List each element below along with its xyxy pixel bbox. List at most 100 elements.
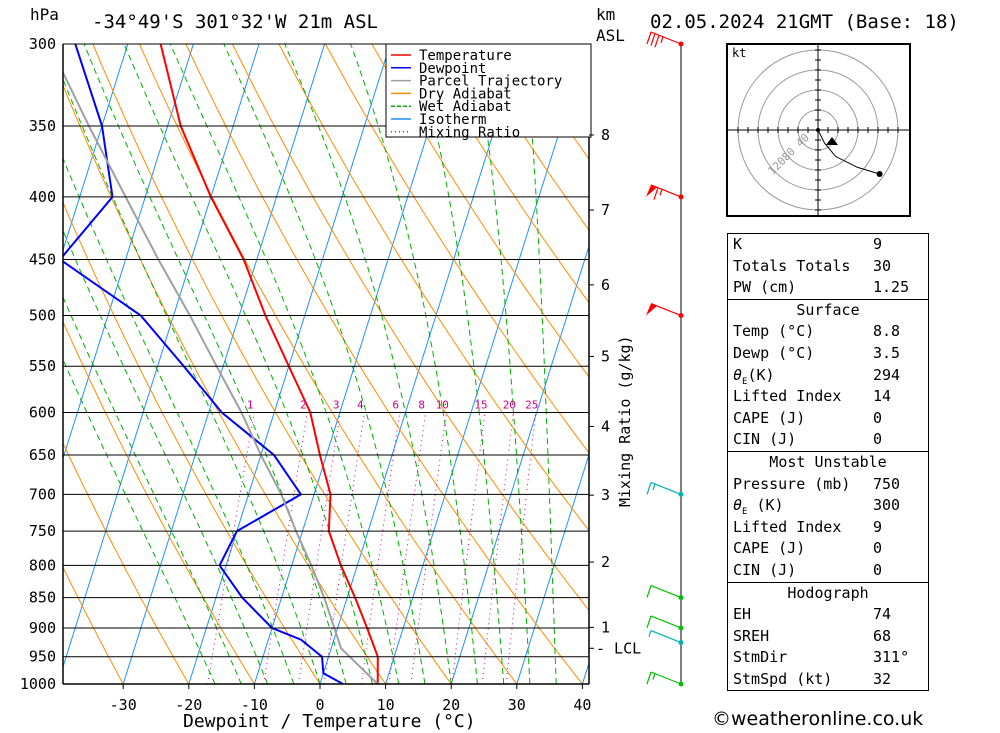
mixing-ratio-labels: 1 2 3 4 6 8 10 15 20 25: [247, 398, 539, 411]
pressure-tick-label: 850: [29, 589, 56, 607]
mu-li-row: Lifted Index 9: [733, 517, 883, 536]
km-tick-label: 5: [601, 347, 610, 365]
pressure-tick-label: 300: [29, 35, 56, 53]
pressure-tick-label: 900: [29, 619, 56, 637]
wind-barb: [646, 615, 682, 629]
wind-barb-pennant: [646, 184, 657, 197]
mixing-ratio-line: [360, 412, 401, 684]
lcl-label: - LCL: [596, 639, 641, 657]
hodograph-trace: [817, 129, 880, 175]
isotherm-line: [516, 452, 589, 684]
hpa-label: hPa: [30, 5, 59, 24]
asl-label: ASL: [596, 26, 625, 45]
x-tick-label: 20: [442, 696, 460, 714]
credit-text[interactable]: ©weatheronline.co.uk: [712, 708, 924, 730]
hodograph-unit: kt: [732, 46, 746, 60]
km-label: km: [596, 5, 615, 24]
legend-label: Temperature: [419, 48, 512, 64]
km-tick-label: 3: [601, 486, 610, 504]
mixing-ratio-line: [481, 412, 514, 684]
mixing-ratio-label: 3: [333, 398, 340, 411]
wind-barb-half-flag: [659, 189, 663, 196]
isotherm-line: [188, 44, 391, 684]
hodograph-start-dot: [816, 128, 820, 132]
wind-barb: [648, 630, 682, 644]
km-tick-label: 1: [601, 618, 610, 636]
legend-label: Parcel Trajectory: [419, 74, 562, 90]
x-tick-label: 0: [315, 696, 324, 714]
dry-adiabat-line: [464, 44, 589, 232]
pressure-tick-label: 1000: [20, 675, 56, 693]
surface-header: Surface: [728, 298, 928, 322]
wet-adiabat-line: [223, 44, 426, 684]
pressure-tick-label: 950: [29, 648, 56, 666]
mixing-ratio-label: 2: [300, 398, 307, 411]
wind-barb-shaft: [650, 630, 682, 644]
pressure-tick-label: 400: [29, 188, 56, 206]
surface-li-row: Lifted Index 14: [733, 387, 892, 406]
isotherm-line: [385, 44, 588, 684]
wind-profile: [646, 31, 684, 687]
x-tick-label: 30: [508, 696, 526, 714]
wind-barb: [646, 671, 682, 685]
isotherm-line: [253, 44, 457, 684]
wet-adiabat-line: [169, 44, 400, 684]
x-tick-label: 40: [573, 696, 591, 714]
mixing-ratio-label: 15: [474, 398, 487, 411]
wind-barb: [646, 31, 682, 48]
wind-barb-flag: [653, 187, 659, 200]
stmspd-row: StmSpd (kt) 32: [733, 669, 892, 688]
surface-cin-row: CIN (J) 0: [733, 430, 883, 449]
pressure-tick-label: 600: [29, 403, 56, 421]
surface-dewp-row: Dewp (°C) 3.5: [733, 343, 901, 362]
pressure-tick-label: 550: [29, 357, 56, 375]
mixing-ratio-label: 20: [503, 398, 516, 411]
surface-theta-row: θE(K) 294: [733, 365, 901, 387]
legend-label: Wet Adiabat: [419, 99, 512, 115]
km-tick-label: 7: [601, 201, 610, 219]
dry-adiabat-line: [63, 566, 124, 684]
wet-adiabat-line: [63, 77, 321, 684]
storm-motion-marker: [826, 137, 838, 145]
x-tick-label: -30: [110, 696, 137, 714]
wind-barb-shaft: [650, 671, 682, 685]
wind-barb-shaft: [650, 585, 682, 599]
x-axis-label: Dewpoint / Temperature (°C): [183, 711, 476, 732]
dry-adiabat-line: [417, 44, 589, 304]
mixing-ratio-label: 1: [247, 398, 254, 411]
isotherm-line: [450, 244, 589, 684]
wind-barb-half-flag: [652, 673, 656, 680]
mu-theta-row: θE (K) 300: [733, 496, 901, 518]
wind-barb: [646, 184, 682, 200]
dry-adiabat-line: [324, 44, 589, 454]
dewpoint-line: [63, 44, 344, 684]
sounding-series: [63, 44, 379, 684]
datetime-title: 02.05.2024 21GMT (Base: 18): [650, 11, 959, 33]
isotherm-line: [122, 44, 326, 684]
mixing-ratio-label: 4: [357, 398, 364, 411]
unstable-header: Most Unstable: [728, 450, 928, 474]
legend-label: Dewpoint: [419, 61, 486, 77]
stmdir-row: StmDir 311°: [733, 648, 910, 667]
mixing-ratio-label: 10: [436, 398, 449, 411]
pressure-tick-label: 800: [29, 556, 56, 574]
wind-barb-flag: [646, 671, 652, 685]
km-tick-label: 6: [601, 276, 610, 294]
pressure-tick-label: 500: [29, 307, 56, 325]
km-axis: 1 2 3 4 5 6 7 8 - LCL: [589, 126, 641, 657]
location-title: -34°49'S 301°32'W 21m ASL: [92, 11, 378, 33]
isotherm-line: [63, 44, 260, 669]
mixing-ratio-label: 6: [392, 398, 399, 411]
legend-label: Isotherm: [419, 112, 486, 128]
dry-adiabat-line: [92, 44, 452, 684]
mixing-ratio-label: 25: [525, 398, 538, 411]
mu-pressure-row: Pressure (mb) 750: [733, 474, 901, 493]
wind-barb-shaft: [650, 615, 682, 629]
wind-barb-half-flag: [652, 483, 656, 491]
km-tick-label: 4: [601, 417, 610, 435]
wind-barb: [646, 481, 682, 495]
mu-cin-row: CIN (J) 0: [733, 560, 883, 579]
